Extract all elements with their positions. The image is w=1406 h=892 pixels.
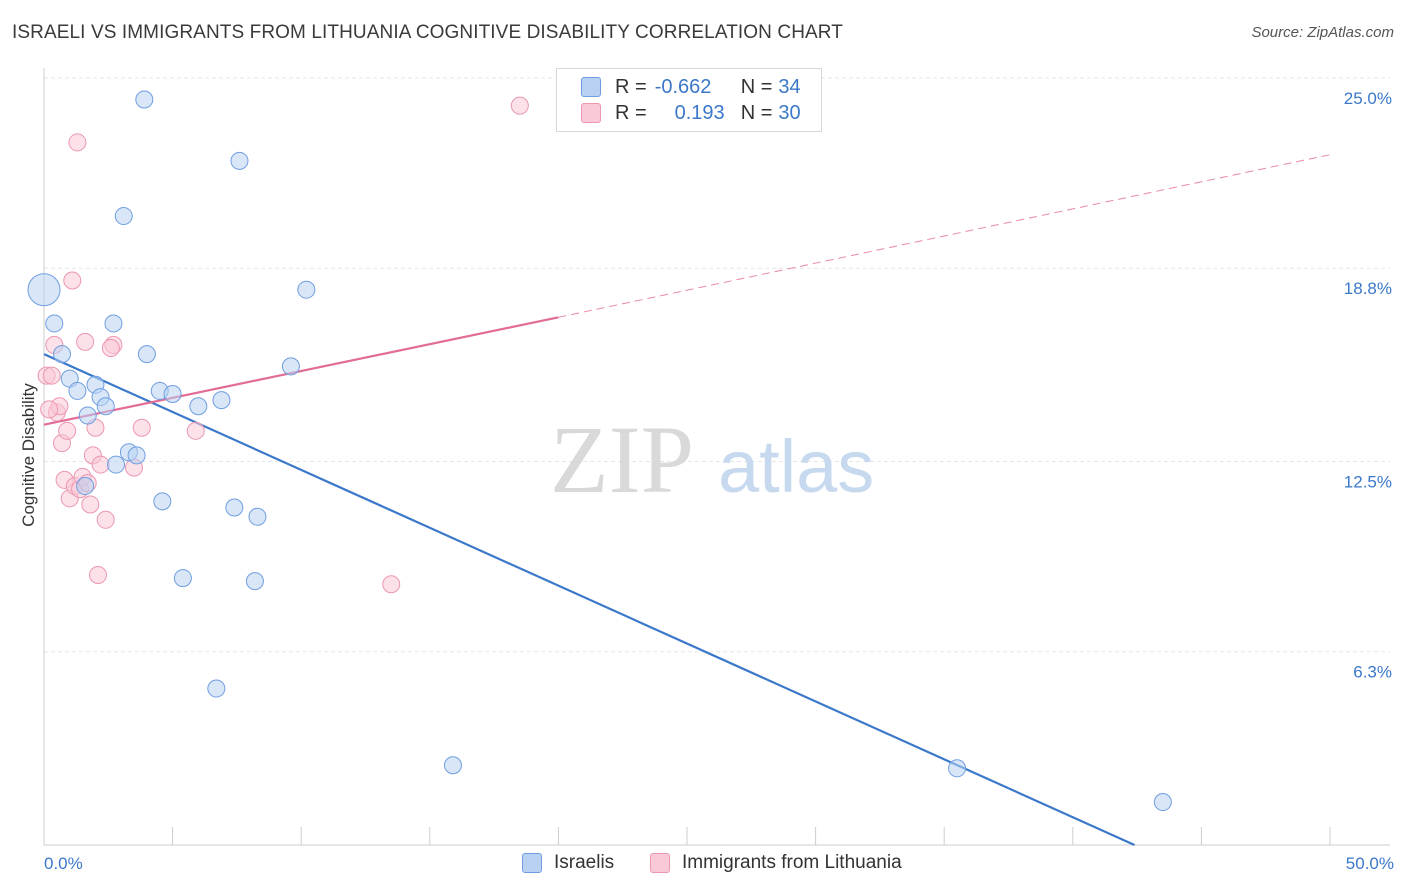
axes [43, 68, 1390, 846]
point-israelis [114, 207, 133, 226]
tick-labels: 6.3% 12.5% 18.8% 25.0% 0.0% 50.0% [44, 89, 1394, 873]
n-value: 34 [778, 75, 801, 98]
point-israelis [78, 406, 97, 425]
trend-line-lithuania [43, 316, 559, 426]
n-value: 30 [778, 101, 801, 124]
point-israelis [163, 385, 182, 404]
point-israelis [127, 446, 146, 465]
point-israelis [245, 572, 264, 591]
point-israelis [212, 391, 231, 410]
r-label: R = [615, 75, 647, 98]
israelis-swatch [522, 853, 542, 873]
source-label: Source: ZipAtlas.com [1251, 24, 1394, 41]
x-tick-label: 0.0% [44, 854, 83, 873]
point-israelis [76, 477, 95, 496]
y-tick-label: 12.5% [1344, 473, 1392, 492]
legend-label-lithuania: Immigrants from Lithuania [682, 852, 902, 873]
legend-label-israelis: Israelis [554, 852, 615, 873]
legend-row-israelis: R = -0.662 N = 34 [581, 75, 801, 99]
watermark-zip: ZIP [550, 406, 694, 513]
r-value: 0.193 [674, 101, 725, 124]
israelis-swatch [581, 77, 601, 97]
point-lithuania [510, 96, 529, 115]
watermark-atlas: atlas [718, 425, 874, 508]
point-lithuania [132, 418, 151, 437]
point-israelis [53, 345, 72, 364]
point-israelis [107, 455, 126, 474]
point-israelis [948, 759, 967, 778]
point-lithuania [81, 495, 100, 514]
point-israelis [230, 151, 249, 170]
point-lithuania [63, 271, 82, 290]
point-lithuania [68, 133, 87, 152]
lithuania-swatch [650, 853, 670, 873]
n-label: N = [740, 75, 773, 98]
point-lithuania [382, 575, 401, 594]
point-israelis [135, 90, 154, 109]
point-israelis [281, 357, 300, 376]
series-legend: Israelis Immigrants from Lithuania [0, 852, 1406, 878]
r-label: R = [615, 101, 647, 124]
point-israelis [173, 569, 192, 588]
y-axis-label: Cognitive Disability [19, 383, 38, 527]
point-lithuania [42, 366, 61, 385]
stats-legend: R = -0.662 N = 34 R = 0.193 N = 30 [556, 68, 822, 132]
n-label: N = [740, 101, 773, 124]
point-israelis [45, 314, 64, 333]
x-tick-label: 50.0% [1346, 854, 1394, 873]
point-israelis [189, 397, 208, 416]
point-israelis [225, 498, 244, 517]
point-lithuania [186, 421, 205, 440]
point-israelis [68, 381, 87, 400]
y-tick-label: 6.3% [1353, 663, 1392, 682]
chart-title: ISRAELI VS IMMIGRANTS FROM LITHUANIA COG… [12, 22, 843, 43]
watermark: ZIP atlas [550, 406, 874, 513]
point-lithuania [96, 510, 115, 529]
lithuania-swatch [581, 103, 601, 123]
point-lithuania [89, 566, 108, 585]
legend-row-lithuania: R = 0.193 N = 30 [581, 101, 801, 125]
point-lithuania [58, 421, 77, 440]
point-lithuania [40, 400, 59, 419]
point-israelis [248, 507, 267, 526]
point-israelis [297, 280, 316, 299]
point-israelis [443, 756, 462, 775]
trend-line-lithuania-extension [558, 154, 1331, 318]
point-israelis [1153, 793, 1172, 812]
point-israelis [207, 679, 226, 698]
y-tick-label: 18.8% [1344, 279, 1392, 298]
point-lithuania [76, 332, 95, 351]
legend-item-israelis[interactable]: Israelis [522, 852, 614, 874]
point-israelis [96, 397, 115, 416]
point-israelis [104, 314, 123, 333]
r-value: -0.662 [654, 75, 712, 98]
point-lithuania [91, 455, 110, 474]
data-points [27, 90, 1172, 812]
point-lithuania [101, 338, 120, 357]
legend-item-lithuania[interactable]: Immigrants from Lithuania [650, 852, 902, 874]
y-tick-label: 25.0% [1344, 89, 1392, 108]
point-israelis [137, 345, 156, 364]
point-israelis [153, 492, 172, 511]
point-israelis [27, 273, 61, 307]
